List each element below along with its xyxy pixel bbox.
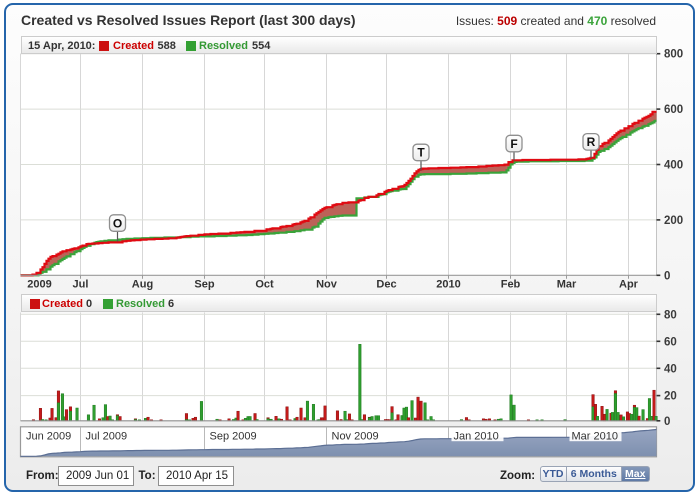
svg-text:Sep 2009: Sep 2009 [210, 430, 257, 442]
svg-text:0: 0 [664, 416, 670, 428]
svg-text:2010: 2010 [436, 279, 460, 291]
svg-text:20: 20 [664, 391, 677, 403]
svg-text:Aug: Aug [132, 279, 153, 291]
svg-text:F: F [510, 137, 517, 151]
svg-text:Nov 2009: Nov 2009 [332, 430, 379, 442]
svg-text:Jan 2010: Jan 2010 [454, 430, 499, 442]
svg-text:0: 0 [664, 270, 670, 282]
svg-text:Oct: Oct [255, 279, 274, 291]
svg-text:40: 40 [664, 363, 677, 375]
svg-text:Mar: Mar [557, 279, 577, 291]
svg-text:Jul 2009: Jul 2009 [86, 430, 128, 442]
svg-text:800: 800 [664, 49, 683, 61]
svg-text:Mar 2010: Mar 2010 [572, 430, 618, 442]
svg-text:Jun 2009: Jun 2009 [26, 430, 71, 442]
svg-text:Feb: Feb [501, 279, 521, 291]
svg-text:80: 80 [664, 309, 677, 321]
svg-text:600: 600 [664, 104, 683, 116]
svg-text:Sep: Sep [194, 279, 214, 291]
svg-text:T: T [417, 146, 425, 160]
svg-text:Apr: Apr [619, 279, 639, 291]
svg-text:Nov: Nov [316, 279, 338, 291]
svg-text:60: 60 [664, 336, 677, 348]
svg-text:Jul: Jul [73, 279, 89, 291]
svg-text:Dec: Dec [376, 279, 396, 291]
svg-text:R: R [587, 135, 596, 149]
svg-text:2009: 2009 [27, 279, 51, 291]
svg-text:O: O [113, 216, 122, 230]
svg-text:200: 200 [664, 215, 683, 227]
svg-text:400: 400 [664, 160, 683, 172]
